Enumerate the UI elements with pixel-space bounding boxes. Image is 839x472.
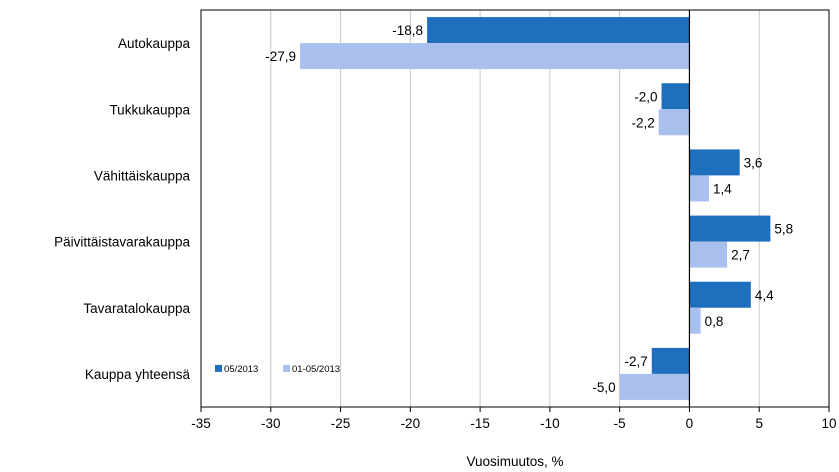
x-tick-label: -5 xyxy=(614,416,626,431)
category-label-tukkukauppa: Tukkukauppa xyxy=(109,102,190,117)
data-label-01-05-2013-tavaratalokauppa: 0,8 xyxy=(705,314,724,329)
bars xyxy=(300,17,771,400)
data-label-01-05-2013-kauppa-yhteensä: -5,0 xyxy=(592,380,615,395)
category-label-vähittäiskauppa: Vähittäiskauppa xyxy=(94,168,191,183)
gridlines xyxy=(270,10,760,407)
data-label-01-05-2013-päivittäistavarakauppa: 2,7 xyxy=(731,248,750,263)
bar-01-05-2013-autokauppa xyxy=(300,43,690,70)
x-tick-label: 5 xyxy=(755,416,763,431)
bar-05-2013-tavaratalokauppa xyxy=(689,281,751,308)
x-axis-ticks: -35 -30 -25 -20 -15 -10 -5 0 5 10 xyxy=(191,407,837,431)
legend-label-05-2013: 05/2013 xyxy=(224,364,258,375)
bar-01-05-2013-vähittäiskauppa xyxy=(689,175,709,202)
bar-01-05-2013-kauppa-yhteensä xyxy=(619,373,690,400)
bar-05-2013-kauppa-yhteensä xyxy=(651,347,690,374)
data-label-05-2013-tukkukauppa: -2,0 xyxy=(634,89,657,104)
x-tick-label: 0 xyxy=(686,416,694,431)
data-label-01-05-2013-tukkukauppa: -2,2 xyxy=(631,115,654,130)
legend: 05/2013 01-05/2013 xyxy=(215,364,340,375)
category-label-tavaratalokauppa: Tavaratalokauppa xyxy=(83,301,190,316)
data-label-01-05-2013-vähittäiskauppa: 1,4 xyxy=(713,181,732,196)
x-tick-label: -25 xyxy=(331,416,351,431)
bar-01-05-2013-tukkukauppa xyxy=(658,109,690,136)
bar-05-2013-päivittäistavarakauppa xyxy=(689,215,771,242)
legend-label-01-05-2013: 01-05/2013 xyxy=(292,364,340,375)
x-tick-label: 10 xyxy=(821,416,836,431)
bar-05-2013-tukkukauppa xyxy=(661,83,690,110)
data-labels: -18,8 -27,9 -2,0 -2,2 3,6 1,4 5,8 2,7 4,4 0,8 -2,7… xyxy=(265,23,793,395)
data-label-01-05-2013-autokauppa: -27,9 xyxy=(265,49,296,64)
plot-area-frame xyxy=(200,9,830,408)
legend-swatch-05-2013 xyxy=(215,364,222,372)
category-label-autokauppa: Autokauppa xyxy=(118,36,191,51)
data-label-05-2013-päivittäistavarakauppa: 5,8 xyxy=(774,222,793,237)
bar-05-2013-vähittäiskauppa xyxy=(689,149,740,176)
bar-05-2013-autokauppa xyxy=(427,17,690,44)
data-label-05-2013-tavaratalokauppa: 4,4 xyxy=(755,288,774,303)
x-axis-title: Vuosimuutos, % xyxy=(466,454,563,469)
category-label-päivittäistavarakauppa: Päivittäistavarakauppa xyxy=(54,235,190,250)
data-label-05-2013-kauppa-yhteensä: -2,7 xyxy=(624,354,647,369)
x-tick-label: -15 xyxy=(470,416,490,431)
data-label-05-2013-vähittäiskauppa: 3,6 xyxy=(744,155,763,170)
data-label-05-2013-autokauppa: -18,8 xyxy=(392,23,423,38)
category-labels: Autokauppa Tukkukauppa Vähittäiskauppa Päiv… xyxy=(54,36,190,382)
bar-01-05-2013-päivittäistavarakauppa xyxy=(689,241,728,268)
x-tick-label: -30 xyxy=(261,416,281,431)
bar-01-05-2013-tavaratalokauppa xyxy=(689,307,701,334)
x-tick-label: -20 xyxy=(401,416,421,431)
x-tick-label: -35 xyxy=(191,416,211,431)
x-tick-label: -10 xyxy=(540,416,560,431)
legend-swatch-01-05-2013 xyxy=(283,364,290,372)
category-label-kauppa-yhteensä: Kauppa yhteensä xyxy=(85,367,191,382)
